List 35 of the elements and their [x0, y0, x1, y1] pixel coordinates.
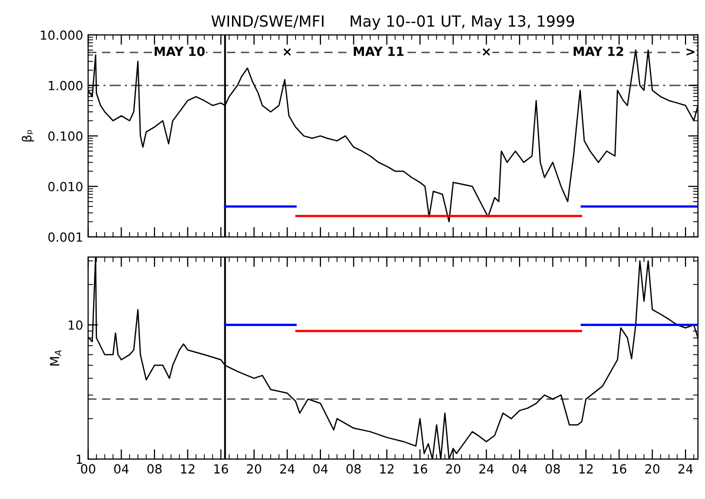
x-tick-label: 24: [479, 464, 494, 474]
annotation: ×: [482, 48, 490, 56]
x-tick-label: 04: [512, 464, 527, 474]
y-tick-label: 10.000: [40, 30, 82, 40]
y-tick-label: 1: [76, 454, 82, 464]
x-tick-label: 08: [346, 464, 361, 474]
x-tick-label: 16: [612, 464, 626, 474]
x-tick-label: 24: [678, 464, 693, 474]
annotation: MAY 12: [574, 46, 624, 56]
x-tick-label: 12: [181, 464, 194, 474]
x-tick-label: 20: [446, 464, 460, 474]
x-tick-label: 00: [80, 464, 96, 474]
annotation: ×: [284, 48, 291, 56]
y-tick-label: 10: [68, 320, 82, 330]
chart-title: WIND/SWE/MFI May 10--01 UT, May 13, 1999: [211, 15, 574, 30]
x-tick-label: 04: [313, 464, 328, 474]
x-tick-label: 16: [214, 464, 228, 474]
x-tick-label: 04: [114, 464, 129, 474]
x-tick-label: 20: [645, 464, 660, 474]
y-tick-label: 0.010: [48, 182, 82, 192]
x-tick-label: 20: [247, 464, 262, 474]
y-axis-title: βₚ: [22, 130, 34, 142]
y-tick-label: 0.001: [48, 232, 82, 242]
x-tick-label: 12: [579, 464, 593, 474]
y-tick-label: 1.000: [48, 80, 82, 90]
x-tick-label: 12: [380, 464, 394, 474]
annotation: MAY 10: [154, 46, 205, 56]
annotation: MAY 11: [354, 46, 404, 56]
y-axis-title: M$_{A}$: [50, 350, 62, 366]
x-tick-label: 08: [546, 464, 560, 474]
y-tick-label: 0.100: [48, 131, 82, 141]
annotation: >: [686, 48, 694, 56]
x-tick-label: 08: [147, 464, 162, 474]
x-tick-label: 16: [413, 464, 428, 474]
x-tick-label: 24: [280, 464, 295, 474]
